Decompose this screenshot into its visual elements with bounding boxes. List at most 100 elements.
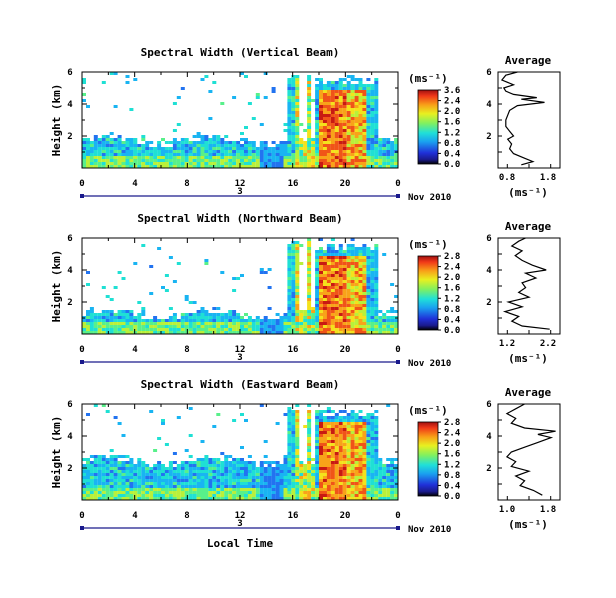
heatmap-cell bbox=[172, 494, 177, 497]
colorbar-tick-label: 0.8 bbox=[444, 305, 460, 315]
heatmap-cell bbox=[346, 280, 351, 283]
heatmap-cell bbox=[346, 117, 351, 120]
heatmap-cell bbox=[283, 488, 288, 491]
heatmap-cell bbox=[370, 307, 375, 310]
heatmap-cell bbox=[295, 298, 300, 301]
heatmap-cell bbox=[287, 292, 292, 295]
heatmap-cell bbox=[220, 479, 225, 482]
heatmap-cell bbox=[129, 482, 134, 485]
heatmap-cell bbox=[295, 497, 300, 500]
heatmap-cell bbox=[326, 476, 331, 479]
heatmap-cell bbox=[200, 497, 205, 500]
heatmap-cell bbox=[315, 422, 320, 425]
heatmap-cell bbox=[113, 153, 118, 156]
heatmap-cell bbox=[101, 135, 106, 138]
heatmap-cell bbox=[295, 322, 300, 325]
heatmap-cell bbox=[323, 425, 327, 428]
heatmap-cell bbox=[326, 458, 331, 461]
heatmap-cell bbox=[208, 485, 213, 488]
heatmap-cell bbox=[204, 310, 209, 313]
heatmap-cell bbox=[86, 482, 90, 485]
heatmap-cell bbox=[323, 268, 327, 271]
heatmap-cell bbox=[291, 111, 296, 114]
heatmap-cell bbox=[157, 319, 162, 322]
heatmap-cell bbox=[240, 159, 244, 162]
heatmap-cell bbox=[315, 147, 320, 150]
heatmap-cell bbox=[180, 473, 185, 476]
heatmap-cell bbox=[299, 491, 304, 494]
heatmap-cell bbox=[180, 316, 185, 319]
heatmap-cell bbox=[366, 108, 371, 111]
heatmap-cell bbox=[192, 494, 197, 497]
heatmap-cell bbox=[224, 325, 229, 328]
x-tick-label: 8 bbox=[184, 345, 189, 355]
heatmap-cell bbox=[279, 485, 284, 488]
heatmap-cell bbox=[161, 419, 165, 422]
heatmap-cell bbox=[330, 108, 335, 111]
heatmap-cell bbox=[97, 476, 102, 479]
heatmap-cell bbox=[334, 135, 339, 138]
heatmap-cell bbox=[220, 473, 225, 476]
heatmap-cell bbox=[342, 102, 347, 105]
heatmap-cell bbox=[350, 310, 355, 313]
heatmap-cell bbox=[366, 310, 371, 313]
heatmap-cell bbox=[129, 461, 134, 464]
heatmap-cell bbox=[338, 132, 343, 135]
heatmap-cell bbox=[362, 114, 367, 117]
heatmap-cell bbox=[141, 485, 146, 488]
heatmap-cell bbox=[255, 325, 260, 328]
heatmap-cell bbox=[141, 156, 146, 159]
y-tick-label: 2 bbox=[67, 464, 72, 474]
heatmap-cell bbox=[287, 446, 292, 449]
heatmap-cell bbox=[129, 313, 134, 316]
heatmap-cell bbox=[378, 156, 383, 159]
heatmap-cell bbox=[370, 470, 375, 473]
heatmap-cell bbox=[82, 319, 86, 322]
heatmap-cell bbox=[315, 446, 320, 449]
heatmap-cell bbox=[145, 331, 150, 334]
heatmap-cell bbox=[370, 262, 375, 265]
heatmap-cell bbox=[362, 138, 367, 141]
heatmap-cell bbox=[291, 425, 296, 428]
heatmap-cell bbox=[271, 473, 276, 476]
heatmap-cell bbox=[358, 102, 363, 105]
heatmap-cell bbox=[334, 491, 339, 494]
heatmap-cell bbox=[275, 479, 280, 482]
colorbar-unit: (ms⁻¹) bbox=[408, 72, 448, 85]
heatmap-cell bbox=[370, 156, 375, 159]
heatmap-cell bbox=[220, 494, 225, 497]
heatmap-cell bbox=[326, 437, 331, 440]
heatmap-cell bbox=[346, 431, 351, 434]
heatmap-cell bbox=[192, 473, 197, 476]
heatmap-cell bbox=[307, 464, 312, 467]
colorbar-tick-label: 1.2 bbox=[444, 128, 460, 138]
heatmap-cell bbox=[386, 316, 391, 319]
heatmap-cell bbox=[319, 271, 323, 274]
heatmap-cell bbox=[366, 102, 371, 105]
heatmap-cell bbox=[370, 105, 375, 108]
heatmap-cell bbox=[141, 325, 146, 328]
heatmap-cell bbox=[394, 494, 399, 497]
heatmap-cell bbox=[172, 141, 177, 144]
heatmap-cell bbox=[149, 331, 154, 334]
heatmap-cell bbox=[386, 319, 391, 322]
heatmap-cell bbox=[303, 328, 308, 331]
heatmap-cell bbox=[295, 120, 300, 123]
heatmap-cell bbox=[370, 449, 375, 452]
heatmap-cell bbox=[180, 156, 185, 159]
heatmap-cell bbox=[271, 147, 276, 150]
heatmap-cell bbox=[366, 482, 371, 485]
heatmap-cell bbox=[307, 482, 312, 485]
heatmap-cell bbox=[295, 265, 300, 268]
heatmap-cell bbox=[89, 144, 94, 147]
heatmap-cell bbox=[216, 485, 221, 488]
heatmap-cell bbox=[350, 238, 355, 241]
heatmap-cell bbox=[326, 123, 331, 126]
heatmap-cell bbox=[117, 485, 122, 488]
heatmap-cell bbox=[228, 316, 233, 319]
heatmap-cell bbox=[161, 476, 165, 479]
heatmap-cell bbox=[342, 99, 347, 102]
heatmap-cell bbox=[350, 129, 355, 132]
heatmap-cell bbox=[188, 153, 193, 156]
heatmap-cell bbox=[168, 488, 173, 491]
